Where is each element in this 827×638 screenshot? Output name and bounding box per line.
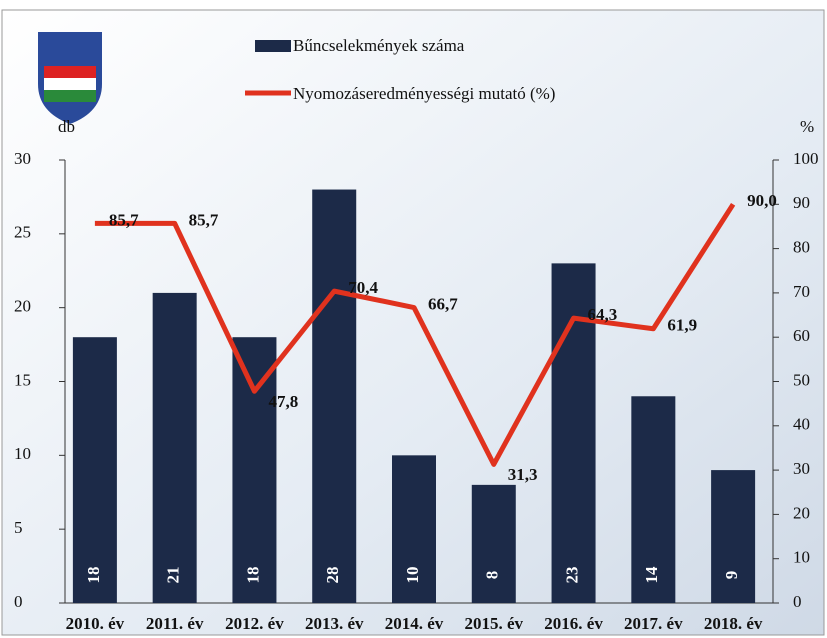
y-tick-label: 15 [14, 370, 31, 389]
y2-tick-label: 90 [793, 193, 810, 212]
y2-tick-label: 100 [793, 149, 819, 168]
y-tick-label: 20 [14, 297, 31, 316]
y2-tick-label: 40 [793, 415, 810, 434]
line-value-label: 85,7 [189, 210, 219, 229]
line-value-label: 31,3 [508, 465, 538, 484]
y-tick-label: 30 [14, 149, 31, 168]
legend-swatch [255, 40, 291, 52]
bar-value-label: 14 [642, 566, 661, 584]
line-value-label: 85,7 [109, 210, 139, 229]
line-value-label: 47,8 [268, 392, 298, 411]
x-tick-label: 2016. év [544, 614, 603, 633]
y2-axis-label: % [800, 117, 814, 136]
legend-label: Nyomozáseredményességi mutató (%) [293, 84, 555, 103]
bar [631, 396, 676, 603]
y-tick-label: 10 [14, 444, 31, 463]
y-tick-label: 5 [14, 518, 23, 537]
bar-value-label: 28 [323, 567, 342, 584]
bar-value-label: 8 [483, 571, 502, 580]
line-value-label: 64,3 [588, 305, 618, 324]
bar-value-label: 21 [164, 567, 183, 584]
line [94, 202, 736, 467]
y-tick-label: 0 [14, 592, 23, 611]
y2-tick-label: 50 [793, 370, 810, 389]
bar [312, 189, 357, 604]
bar [72, 337, 117, 603]
y2-tick-label: 30 [793, 459, 810, 478]
x-tick-label: 2010. év [66, 614, 125, 633]
y-tick-label: 25 [14, 223, 31, 242]
bar-value-label: 23 [562, 567, 581, 584]
y2-tick-label: 20 [793, 503, 810, 522]
x-tick-label: 2017. év [624, 614, 683, 633]
y-axis-label: db [58, 117, 75, 136]
bar-value-label: 9 [722, 571, 741, 580]
legend-label: Bűncselekmények száma [293, 36, 465, 55]
line-value-label: 66,7 [428, 294, 458, 313]
x-tick-label: 2014. év [385, 614, 444, 633]
bar [232, 337, 277, 603]
logo [38, 32, 102, 124]
x-tick-label: 2013. év [305, 614, 364, 633]
y2-tick-label: 0 [793, 592, 802, 611]
y2-tick-label: 70 [793, 282, 810, 301]
bar-value-label: 18 [243, 567, 262, 584]
x-tick-label: 2011. év [146, 614, 204, 633]
bar-value-label: 18 [84, 567, 103, 584]
bar-value-label: 10 [403, 567, 422, 584]
x-tick-label: 2015. év [465, 614, 524, 633]
bar [392, 455, 436, 603]
x-tick-label: 2018. év [704, 614, 763, 633]
y2-tick-label: 10 [793, 548, 810, 567]
y2-tick-label: 60 [793, 326, 810, 345]
bar [711, 470, 756, 603]
y2-tick-label: 80 [793, 238, 810, 257]
line-value-label: 70,4 [348, 278, 378, 297]
bar [471, 484, 516, 603]
line-value-label: 61,9 [667, 316, 697, 335]
x-tick-label: 2012. év [225, 614, 284, 633]
bar [152, 292, 197, 603]
line-value-label: 90,0 [747, 191, 777, 210]
